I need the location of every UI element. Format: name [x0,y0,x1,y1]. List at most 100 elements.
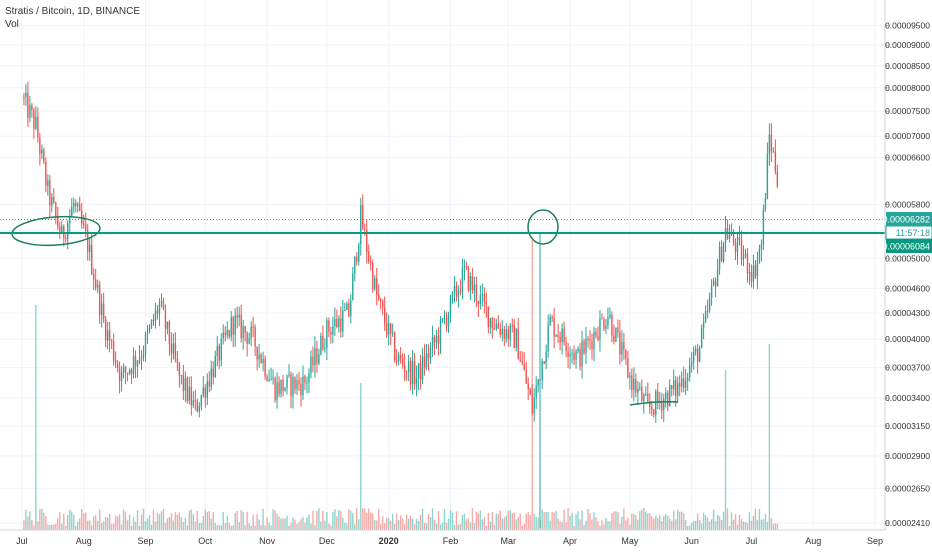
volume-bar [700,523,703,530]
candle-body [252,326,254,328]
candle-body [148,327,151,332]
drawing-ellipse-right[interactable] [527,209,559,245]
volume-bar [268,522,270,530]
volume-bar [431,508,434,530]
volume-bar [366,512,368,530]
volume-bar [208,511,210,530]
y-tick-label: 0.00002410 [885,518,930,528]
volume-bar [694,520,697,530]
candle-body [435,335,438,343]
volume-bar [439,524,442,530]
user-drawings [11,209,679,528]
volume-bar [356,508,358,530]
candle-body [511,325,513,327]
candle-body [370,261,372,264]
candle-body [413,361,416,384]
candle-body [85,225,87,232]
volume-bar [226,516,228,530]
candle-body [276,382,278,401]
volume-bar [192,513,195,530]
drawing-ellipse-left[interactable] [11,214,101,248]
volume-bar [170,513,173,530]
volume-bar [557,518,559,530]
candle-body [126,372,129,374]
candle-body [453,285,456,293]
candle-body [216,346,218,356]
volume-bar [340,510,342,530]
candle-body [417,362,420,378]
drawing-curve-may[interactable] [629,401,679,406]
candle-body [671,385,673,390]
volume-bar [704,515,707,530]
volume-bar [266,517,268,530]
volume-bar [206,512,208,530]
volume-bar [611,513,613,530]
volume-bar [760,519,763,530]
volume-bar [682,513,685,530]
line-price-badge [886,239,932,253]
volume-bar [35,305,37,530]
volume-bar [479,510,482,530]
candle-body [475,284,478,302]
volume-bar [437,510,440,530]
countdown-text: 11:57:18 [896,228,930,238]
candle-body [621,342,623,355]
candle-body [178,363,181,376]
volume-bar [324,520,326,530]
candle-body [326,320,328,348]
volume-bar [744,521,747,530]
candle-body [503,328,505,339]
volume-bar [451,512,454,530]
candle-body [112,341,115,360]
candle-body [457,290,460,297]
volume-bar [623,508,625,530]
volume-bar [708,521,711,530]
volume-bar [445,522,448,530]
candle-body [67,222,69,239]
candle-body [114,359,117,364]
time-axis-ticks[interactable]: Jul Aug Sep Oct Nov Dec 2020 Feb Mar Apr May Jun Jul… [16,536,883,546]
volume-bar [409,515,412,530]
candle-body [340,318,342,332]
candle-body [146,331,149,335]
candle-body [415,377,418,384]
symbol-title: Stratis / Bitcoin, 1D, BINANCE [5,6,141,17]
volume-bar [77,521,79,530]
x-tick-label: Dec [319,536,336,546]
volume-bar [180,517,183,530]
candle-body [33,110,35,129]
volume-bar [401,518,404,530]
candle-body [232,317,234,335]
volume-bar [706,517,709,530]
volume-bar [692,520,695,530]
y-tick-label: 0.00003400 [885,393,930,403]
last-price-text: 0.00006282 [882,215,930,225]
candle-body [308,373,310,383]
volume-bar [334,509,336,530]
volume-bar [232,525,234,530]
candle-body [521,361,523,364]
volume-bar [362,508,364,530]
candle-body [180,375,183,377]
volume-bar [120,524,123,530]
volume-bar [671,520,673,530]
volume-bar [102,521,105,530]
candle-body [702,321,705,329]
candle-body [228,330,230,337]
volume-bar [110,524,113,530]
volume-bar [234,512,236,530]
candle-body [758,249,761,260]
candle-body [423,356,426,368]
candle-body [740,239,743,260]
x-tick-label: Jun [684,536,699,546]
candle-body [290,374,292,397]
candle-body [55,202,57,216]
candle-body [459,290,462,293]
volume-bar [571,512,573,530]
volume-bar [738,514,741,530]
volume-bar [244,525,246,530]
candle-body [71,207,73,216]
candle-body [768,134,771,154]
